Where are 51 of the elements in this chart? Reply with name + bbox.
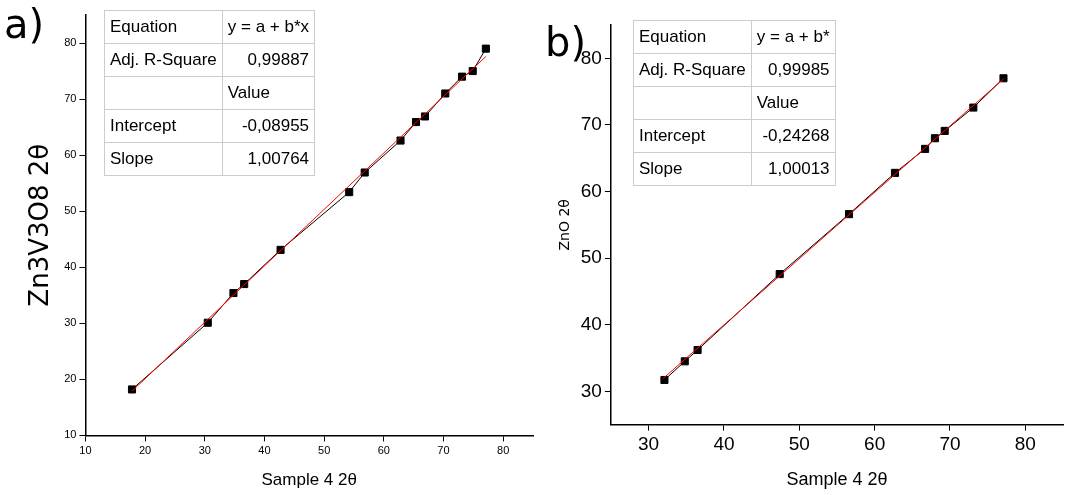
point: [481, 44, 490, 53]
y-tick-label: 20: [64, 372, 77, 385]
x-axis-title: Sample 4 2θ: [261, 470, 357, 490]
x-tick-label: 50: [318, 444, 331, 457]
y-axis-title: ZnO 2θ: [556, 199, 573, 251]
x-tick-label: 10: [79, 444, 92, 457]
y-tick-label: 60: [64, 148, 77, 161]
annotation: Slope: [633, 152, 752, 186]
x-axis-title: Sample 4 2θ: [786, 469, 888, 490]
y-tick-label: 40: [64, 260, 77, 273]
y-tick-label: 80: [64, 36, 77, 49]
annotation: 1,00764: [222, 142, 315, 176]
x-tick-label: 30: [638, 433, 660, 455]
point: [345, 188, 354, 197]
y-tick-label: 30: [580, 379, 602, 401]
x-tick-label: 30: [198, 444, 211, 457]
annotation: -0,08955: [222, 109, 315, 143]
y-tick-label: 70: [64, 92, 77, 105]
chart-title: a): [4, 1, 45, 47]
annotation: Equation: [633, 20, 752, 54]
annotation: Slope: [104, 142, 223, 176]
x-tick-label: 70: [939, 433, 961, 455]
x-tick-label: 50: [788, 433, 810, 455]
x-tick-label: 60: [377, 444, 390, 457]
annotation: Adj. R-Square: [104, 43, 223, 77]
x-tick-label: 20: [138, 444, 152, 457]
y-axis-title: Zn3V3O8 2θ: [24, 143, 55, 307]
annotation: Equation: [104, 10, 223, 44]
annotation: Intercept: [633, 119, 752, 153]
y-tick-label: 50: [64, 204, 77, 217]
annotation: Value: [751, 86, 836, 120]
annotation: 0,99985: [751, 53, 836, 87]
annotation: y = a + b*: [751, 20, 836, 54]
annotation: 0,99887: [222, 43, 315, 77]
x-tick-label: 70: [437, 444, 450, 457]
x-tick-label: 80: [497, 444, 510, 457]
x-tick-label: 40: [713, 433, 735, 455]
x-tick-label: 60: [864, 433, 886, 455]
y-tick-label: 30: [64, 316, 77, 329]
annotation: y = a + b*x: [222, 10, 315, 44]
annotation: 1,00013: [751, 152, 836, 186]
annotation: Adj. R-Square: [633, 53, 752, 87]
annotation: Value: [222, 76, 315, 110]
x-tick-label: 80: [1014, 433, 1036, 455]
y-tick-label: 40: [580, 312, 602, 334]
y-tick-label: 70: [580, 113, 602, 135]
annotation: Intercept: [104, 109, 223, 143]
y-tick-label: 50: [580, 246, 602, 268]
x-tick-label: 40: [258, 444, 271, 457]
y-tick-label: 60: [580, 179, 602, 201]
annotation: -0,24268: [751, 119, 836, 153]
